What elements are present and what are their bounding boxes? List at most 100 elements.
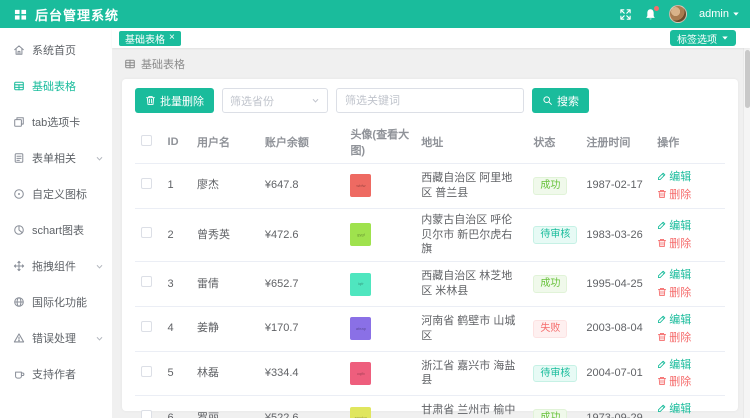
avatar-thumbnail[interactable]: wbfw — [350, 174, 372, 198]
notification-bell-icon[interactable] — [644, 5, 660, 21]
scrollbar-track — [743, 28, 750, 418]
cell-balance: ¥652.7 — [258, 261, 345, 307]
cell-register-date: 1973-09-29 — [580, 395, 652, 418]
drag-icon — [13, 260, 25, 272]
row-checkbox-cell — [135, 306, 162, 352]
status-badge: 成功 — [533, 177, 568, 195]
sidebar-item-home[interactable]: 系统首页 — [0, 32, 112, 68]
trash-icon — [657, 238, 667, 248]
cell-avatar: iqfr — [344, 261, 416, 307]
edit-button[interactable]: 编辑 — [657, 311, 691, 327]
avatar-thumbnail[interactable]: enydcs — [350, 406, 372, 418]
cell-address: 甘肃省 兰州市 榆中县 — [415, 395, 528, 418]
sidebar-item-chart[interactable]: schart图表 — [0, 212, 112, 248]
table-grid-icon — [124, 58, 136, 70]
sidebar-item-label: schart图表 — [32, 225, 84, 237]
edit-icon — [657, 269, 667, 279]
tab-chip[interactable]: 基础表格 × — [119, 30, 181, 46]
row-checkbox[interactable] — [141, 410, 152, 418]
column-header: 账户余额 — [258, 121, 345, 164]
tab-bar: 基础表格 × 标签选项 — [112, 28, 750, 48]
sidebar-item-error[interactable]: 错误处理 — [0, 320, 112, 356]
edit-button[interactable]: 编辑 — [657, 400, 691, 416]
chart-icon — [13, 224, 25, 236]
row-checkbox[interactable] — [141, 276, 152, 288]
cell-avatar: afeap — [344, 306, 416, 352]
toolbar: 批量删除 筛选省份 搜索 — [135, 88, 725, 113]
edit-icon — [657, 314, 667, 324]
trash-icon — [145, 95, 156, 106]
tab-close-icon[interactable]: × — [169, 32, 175, 43]
breadcrumb: 基础表格 — [124, 56, 738, 72]
table-row: 3 雷倩 ¥652.7 iqfr 西藏自治区 林芝地区 米林县 成功 1995-04-25 编… — [135, 261, 725, 307]
table-header-row: ID 用户名 账户余额 头像(查看大图) 地址 状态 注册时间 操作 — [135, 121, 725, 164]
row-checkbox[interactable] — [141, 365, 152, 377]
cell-balance: ¥522.6 — [258, 395, 345, 418]
edit-button[interactable]: 编辑 — [657, 217, 691, 233]
sidebar-item-i18n[interactable]: 国际化功能 — [0, 284, 112, 320]
fullscreen-icon[interactable] — [619, 8, 632, 21]
table-row: 1 廖杰 ¥647.8 wbfw 西藏自治区 阿里地区 普兰县 成功 1987-02-17 编… — [135, 163, 725, 209]
table-row: 5 林磊 ¥334.4 cqfb 浙江省 嘉兴市 海盐县 待审核 2004-07-01 编辑删… — [135, 351, 725, 397]
cell-avatar: enydcs — [344, 395, 416, 418]
search-button[interactable]: 搜索 — [532, 88, 589, 113]
select-all-checkbox[interactable] — [141, 135, 152, 146]
cell-username: 姜静 — [191, 306, 259, 352]
cell-balance: ¥170.7 — [258, 306, 345, 352]
custom-icon-icon — [13, 188, 25, 200]
row-checkbox-cell — [135, 261, 162, 307]
sidebar-item-table[interactable]: 基础表格 — [0, 68, 112, 104]
column-header: 状态 — [527, 121, 581, 164]
row-checkbox[interactable] — [141, 320, 152, 332]
province-filter-select[interactable]: 筛选省份 — [222, 88, 328, 113]
trash-icon — [657, 332, 667, 342]
sidebar-item-custom-icon[interactable]: 自定义图标 — [0, 176, 112, 212]
batch-delete-button[interactable]: 批量删除 — [135, 88, 214, 113]
edit-icon — [657, 171, 667, 181]
table-icon — [13, 80, 25, 92]
avatar-thumbnail[interactable]: afeap — [350, 317, 372, 341]
app-title: 后台管理系统 — [35, 7, 120, 23]
cell-balance: ¥334.4 — [258, 351, 345, 397]
column-header: 用户名 — [191, 121, 259, 164]
donate-icon — [13, 368, 25, 380]
cell-actions: 编辑删除 — [651, 208, 725, 263]
form-icon — [13, 152, 25, 164]
edit-icon — [657, 220, 667, 230]
tab-chip-label: 基础表格 — [125, 34, 165, 46]
row-checkbox[interactable] — [141, 177, 152, 189]
edit-icon — [657, 403, 667, 413]
home-icon — [13, 44, 25, 56]
sidebar-item-drag[interactable]: 拖拽组件 — [0, 248, 112, 284]
user-menu[interactable]: admin — [699, 8, 740, 20]
cell-status: 待审核 — [527, 351, 581, 397]
column-header: 头像(查看大图) — [344, 121, 416, 164]
sidebar-item-label: 基础表格 — [32, 81, 76, 93]
row-checkbox[interactable] — [141, 227, 152, 239]
delete-button[interactable]: 删除 — [657, 186, 691, 202]
edit-button[interactable]: 编辑 — [657, 168, 691, 184]
sidebar-item-label: 表单相关 — [32, 153, 76, 165]
avatar-thumbnail[interactable]: iqfr — [350, 272, 372, 296]
edit-button[interactable]: 编辑 — [657, 356, 691, 372]
notification-dot — [654, 5, 660, 11]
avatar-thumbnail[interactable]: gygf — [350, 223, 372, 247]
delete-button[interactable]: 删除 — [657, 329, 691, 345]
edit-button[interactable]: 编辑 — [657, 266, 691, 282]
delete-button[interactable]: 删除 — [657, 235, 691, 251]
avatar-thumbnail[interactable]: cqfb — [350, 361, 372, 385]
sidebar-item-donate[interactable]: 支持作者 — [0, 356, 112, 392]
users-table: ID 用户名 账户余额 头像(查看大图) 地址 状态 注册时间 操作 1 廖杰 ¥647.8 wbf… — [135, 121, 725, 418]
status-badge: 成功 — [533, 409, 568, 418]
scrollbar-thumb[interactable] — [745, 50, 750, 108]
sidebar-item-form[interactable]: 表单相关 — [0, 140, 112, 176]
user-avatar[interactable] — [669, 5, 688, 23]
sidebar-item-tabs[interactable]: tab选项卡 — [0, 104, 112, 140]
table-row: 4 姜静 ¥170.7 afeap 河南省 鹤壁市 山城区 失败 2003-08-04 编辑删… — [135, 306, 725, 352]
tag-options-label: 标签选项 — [677, 34, 717, 46]
delete-button[interactable]: 删除 — [657, 373, 691, 389]
table-row: 2 曾秀英 ¥472.6 gygf 内蒙古自治区 呼伦贝尔市 新巴尔虎右旗 待审核 1983… — [135, 208, 725, 263]
tag-options-button[interactable]: 标签选项 — [670, 30, 736, 46]
keyword-filter-input[interactable] — [336, 88, 524, 113]
delete-button[interactable]: 删除 — [657, 284, 691, 300]
